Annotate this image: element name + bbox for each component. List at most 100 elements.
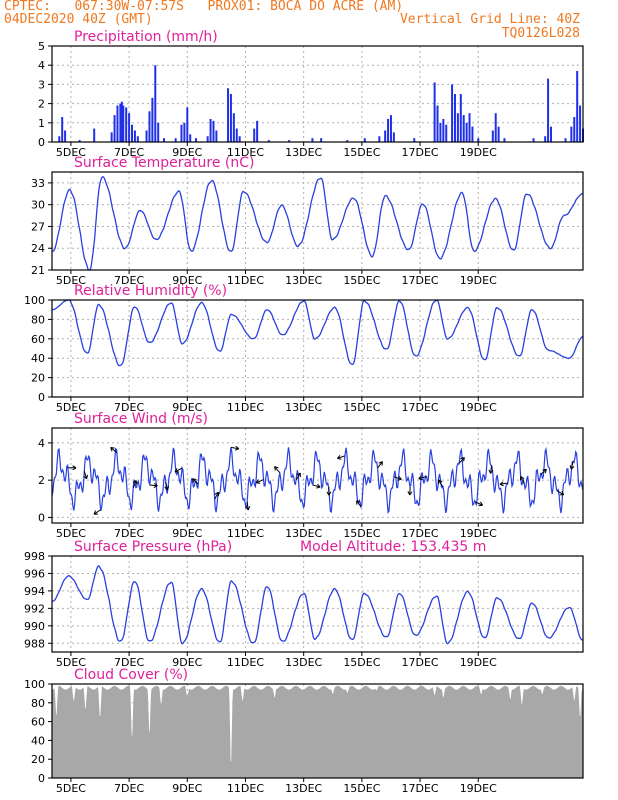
precip-bar	[113, 115, 116, 142]
x-tick-label: 7DEC	[114, 527, 144, 540]
precip-bar	[532, 138, 535, 142]
header-model-id: TQ0126L028	[501, 26, 580, 41]
precip-bar	[253, 128, 256, 142]
precip-bar	[238, 136, 241, 142]
y-tick-label: 994	[24, 585, 45, 598]
wind-arrowhead	[174, 468, 180, 473]
precip-bar	[384, 130, 387, 142]
x-tick-label: 11DEC	[227, 401, 264, 414]
x-tick-label: 7DEC	[114, 146, 144, 159]
precip-bar	[183, 122, 186, 142]
precip-bar	[209, 118, 212, 142]
precip-bar	[576, 70, 579, 142]
wind-arrowhead	[83, 474, 89, 480]
series-line	[52, 299, 584, 367]
series-line	[51, 176, 584, 271]
panel-5: 988 990 992 994 996 998 5DEC 7DEC 9DEC 11DEC 13DEC…	[24, 539, 584, 669]
y-tick-label: 40	[31, 352, 45, 365]
x-tick-label: 9DEC	[172, 656, 202, 669]
wind-arrow	[490, 465, 493, 474]
x-tick-label: 15DEC	[343, 527, 380, 540]
y-tick-label: 990	[24, 620, 45, 633]
wind-arrow	[256, 479, 264, 484]
x-tick-label: 17DEC	[402, 146, 439, 159]
wind-arrowhead	[397, 475, 402, 481]
panel-title: Surface Temperature (nC)	[74, 155, 255, 171]
precip-bar	[119, 103, 122, 142]
x-tick-label: 13DEC	[285, 656, 322, 669]
precip-bar	[151, 97, 154, 142]
plot-area	[52, 46, 583, 142]
x-tick-label: 15DEC	[343, 656, 380, 669]
wind-arrow	[174, 467, 183, 473]
x-tick-label: 5DEC	[56, 146, 86, 159]
precip-bar	[544, 136, 547, 142]
wind-arrow	[110, 447, 118, 453]
wind-arrowhead	[478, 501, 484, 507]
x-tick-label: 7DEC	[114, 782, 144, 795]
wind-arrow	[418, 476, 427, 480]
y-tick-label: 21	[31, 264, 45, 277]
x-tick-label: 17DEC	[402, 782, 439, 795]
precip-bar	[433, 82, 436, 142]
wind-arrow	[214, 491, 219, 500]
x-tick-label: 11DEC	[227, 656, 264, 669]
precip-bar	[206, 136, 209, 142]
x-tick-label: 7DEC	[114, 274, 144, 287]
wind-arrow	[458, 457, 465, 464]
y-tick-label: 80	[31, 313, 45, 326]
panel-annotation: Model Altitude: 153.435 m	[300, 539, 486, 555]
wind-arrow	[520, 476, 525, 484]
header-run-time: 04DEC2020 40Z (GMT)	[4, 12, 153, 27]
x-tick-label: 15DEC	[343, 401, 380, 414]
wind-arrowhead	[274, 466, 279, 471]
y-tick-label: 20	[31, 753, 45, 766]
precip-bar	[122, 105, 125, 142]
precip-bar	[503, 138, 506, 142]
wind-arrowhead	[337, 454, 342, 460]
y-tick-label: 996	[24, 567, 45, 580]
precip-bar	[136, 136, 139, 142]
precip-bar	[497, 126, 500, 142]
panel-frame	[51, 171, 584, 271]
y-tick-label: 27	[31, 220, 45, 233]
x-tick-label: 13DEC	[285, 782, 322, 795]
y-tick-label: 60	[31, 333, 45, 346]
precip-bar	[145, 130, 148, 142]
x-tick-label: 9DEC	[172, 274, 202, 287]
wind-arrow	[393, 476, 402, 480]
wind-arrow	[570, 461, 574, 470]
precip-bar	[471, 126, 474, 142]
y-tick-label: 988	[24, 637, 45, 650]
header-grid-note: Vertical Grid Line: 40Z	[399, 12, 580, 27]
precip-bar	[494, 113, 497, 142]
wind-arrowhead	[542, 468, 547, 474]
wind-arrow	[438, 479, 444, 488]
x-tick-label: 13DEC	[285, 527, 322, 540]
precip-bar	[389, 115, 392, 142]
x-tick-label: 19DEC	[460, 782, 497, 795]
wind-arrowhead	[255, 479, 261, 484]
wind-arrow	[83, 471, 88, 479]
wind-arrow	[149, 484, 158, 487]
y-tick-label: 0	[38, 391, 45, 404]
x-tick-label: 9DEC	[172, 146, 202, 159]
precip-bar	[186, 107, 189, 142]
y-tick-label: 1	[38, 117, 45, 130]
wind-arrowhead	[569, 465, 575, 470]
precip-bar	[189, 134, 192, 142]
x-tick-label: 9DEC	[172, 782, 202, 795]
wind-arrow	[295, 472, 301, 481]
wind-arrowhead	[460, 457, 465, 462]
precip-bar	[445, 124, 448, 142]
wind-arrowhead	[296, 472, 301, 478]
x-tick-label: 9DEC	[172, 401, 202, 414]
x-tick-label: 17DEC	[402, 274, 439, 287]
precip-bar	[195, 138, 198, 142]
y-tick-label: 2	[38, 98, 45, 111]
precip-bar	[491, 130, 494, 142]
x-tick-label: 17DEC	[402, 401, 439, 414]
wind-arrowhead	[153, 482, 158, 488]
wind-arrowhead	[316, 483, 321, 489]
